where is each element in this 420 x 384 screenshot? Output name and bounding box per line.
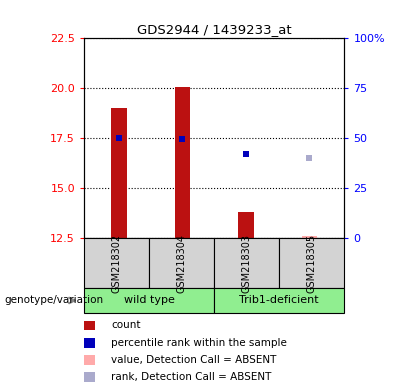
Text: percentile rank within the sample: percentile rank within the sample [111,338,287,348]
Bar [302,236,318,238]
Title: GDS2944 / 1439233_at: GDS2944 / 1439233_at [137,23,291,36]
Text: GSM218302: GSM218302 [112,233,121,293]
Text: GSM218303: GSM218303 [242,233,252,293]
Text: count: count [111,320,141,331]
Bar [238,212,254,238]
Text: genotype/variation: genotype/variation [4,295,103,306]
Text: Trib1-deficient: Trib1-deficient [239,295,319,306]
Text: GSM218305: GSM218305 [307,233,317,293]
Text: rank, Detection Call = ABSENT: rank, Detection Call = ABSENT [111,372,272,382]
Text: GSM218304: GSM218304 [177,233,186,293]
Bar [174,87,190,238]
Text: value, Detection Call = ABSENT: value, Detection Call = ABSENT [111,355,277,365]
Text: wild type: wild type [123,295,175,306]
Bar [111,108,127,238]
